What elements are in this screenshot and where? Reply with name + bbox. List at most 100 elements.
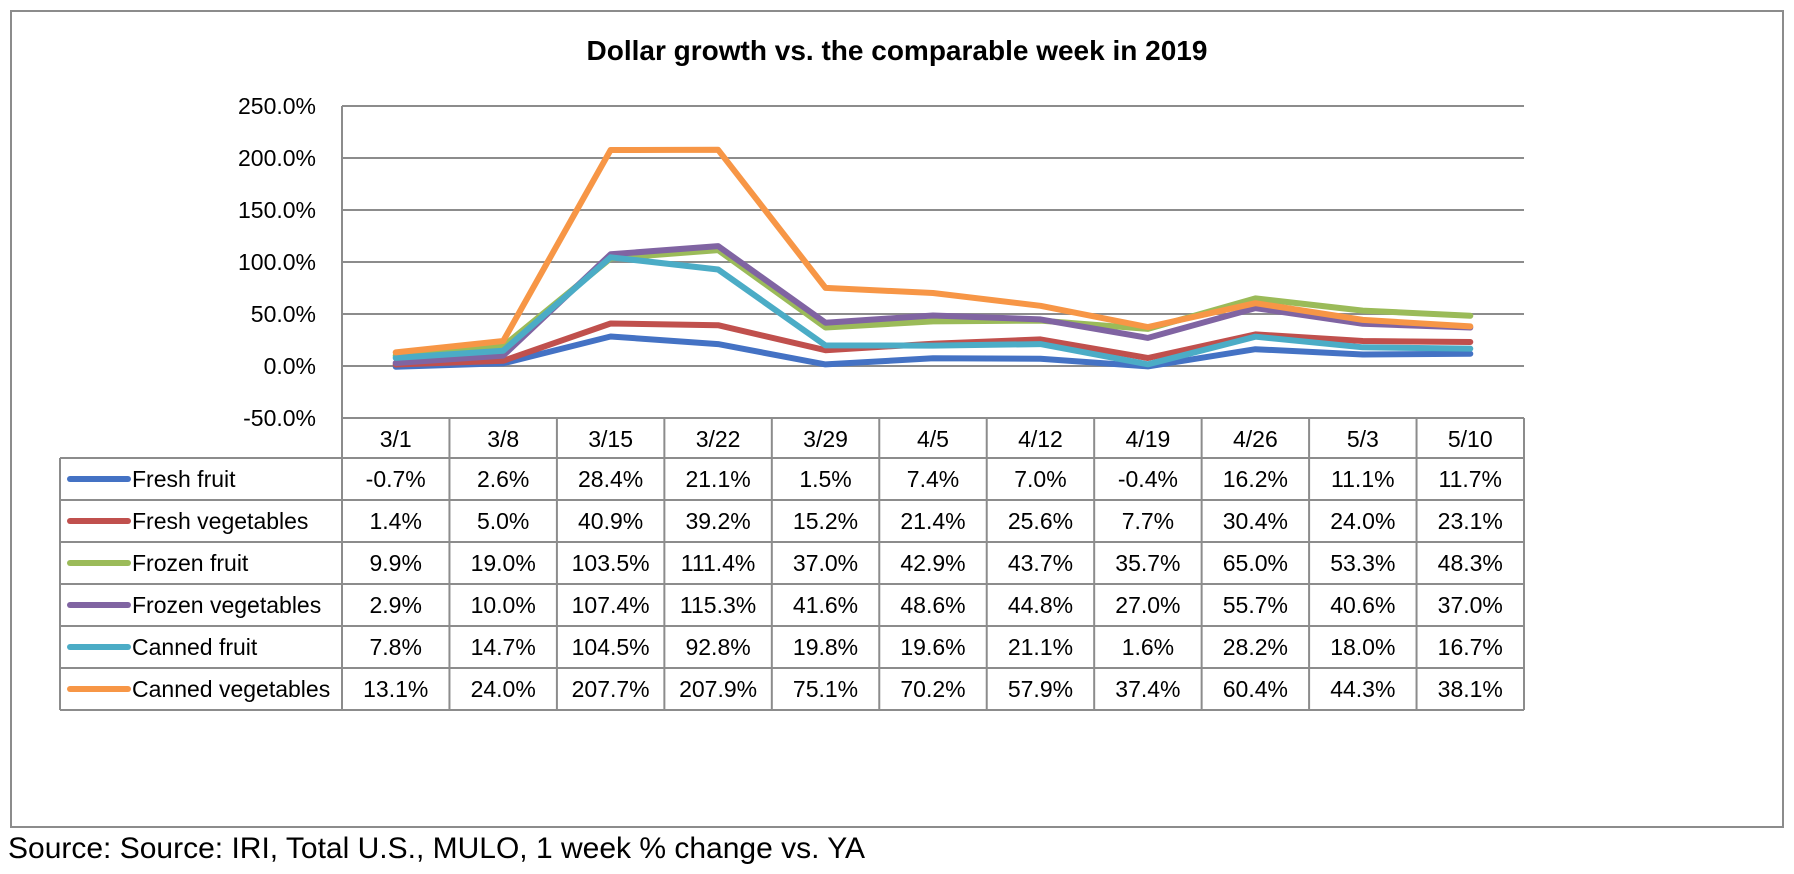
- legend-entry: Frozen fruit: [132, 550, 249, 576]
- data-table-cell: 111.4%: [681, 550, 756, 576]
- data-table-cell: 37.0%: [1438, 592, 1503, 618]
- data-table-cell: 24.0%: [1330, 508, 1395, 534]
- data-table-cell: 21.4%: [900, 508, 965, 534]
- data-table-cell: 107.4%: [572, 592, 650, 618]
- data-table-cell: 75.1%: [793, 676, 858, 702]
- data-table-cell: 19.0%: [471, 550, 536, 576]
- x-tick-label: 3/15: [588, 426, 633, 452]
- data-table-cell: 16.2%: [1223, 466, 1288, 492]
- data-table-cell: 24.0%: [471, 676, 536, 702]
- gridlines: [341, 105, 1524, 458]
- source-note: Source: Source: IRI, Total U.S., MULO, 1…: [8, 832, 866, 865]
- data-table-cell: 40.6%: [1330, 592, 1395, 618]
- y-tick-label: -50.0%: [243, 405, 316, 431]
- legend-entry: Fresh fruit: [132, 466, 236, 492]
- data-table-cell: 53.3%: [1330, 550, 1395, 576]
- data-table-cell: 60.4%: [1223, 676, 1288, 702]
- data-table-cell: 7.4%: [907, 466, 959, 492]
- data-table-cell: 25.6%: [1008, 508, 1073, 534]
- data-table-cell: 104.5%: [572, 634, 650, 660]
- x-tick-label: 3/1: [380, 426, 412, 452]
- data-table-cell: 28.2%: [1223, 634, 1288, 660]
- data-table-cell: 19.8%: [793, 634, 858, 660]
- x-tick-label: 5/10: [1448, 426, 1493, 452]
- data-table-cell: 13.1%: [363, 676, 428, 702]
- data-table-cell: 38.1%: [1438, 676, 1503, 702]
- data-table-cell: 2.9%: [370, 592, 422, 618]
- x-tick-label: 4/26: [1233, 426, 1278, 452]
- data-table-cell: 7.0%: [1014, 466, 1066, 492]
- data-table-cell: 43.7%: [1008, 550, 1073, 576]
- y-tick-label: 200.0%: [238, 145, 316, 171]
- y-tick-label: 0.0%: [264, 353, 316, 379]
- data-table-cell: 48.6%: [900, 592, 965, 618]
- chart-frame: 3/1 3/8 3/15 3/22 3/29 4/5 4/12 4/19 4/26 5/3 5/10…: [10, 10, 1784, 828]
- data-table-cell: 35.7%: [1115, 550, 1180, 576]
- data-table-cell: 42.9%: [900, 550, 965, 576]
- data-table-cell: 7.8%: [370, 634, 422, 660]
- data-table-cell: 19.6%: [900, 634, 965, 660]
- data-table-cell: 15.2%: [793, 508, 858, 534]
- data-table-cell: 9.9%: [370, 550, 422, 576]
- data-table-cell: 70.2%: [900, 676, 965, 702]
- data-table-cell: 115.3%: [680, 592, 756, 618]
- data-table-cell: -0.7%: [366, 466, 426, 492]
- data-table-cell: 103.5%: [572, 550, 650, 576]
- data-table-cell: 37.4%: [1115, 676, 1180, 702]
- data-table-cell: 23.1%: [1438, 508, 1503, 534]
- x-tick-label: 4/12: [1018, 426, 1063, 452]
- data-table-cell: 16.7%: [1438, 634, 1503, 660]
- data-table-cell: 5.0%: [477, 508, 529, 534]
- data-table-cell: 14.7%: [471, 634, 536, 660]
- series-lines: [392, 146, 1474, 370]
- series-line: [392, 333, 1474, 370]
- x-tick-label: 3/22: [696, 426, 741, 452]
- data-table-cell: 40.9%: [578, 508, 643, 534]
- data-table-cell: 21.1%: [685, 466, 750, 492]
- data-table-cell: 11.7%: [1439, 466, 1503, 492]
- data-table-cell: 48.3%: [1438, 550, 1503, 576]
- data-table-cell: 41.6%: [793, 592, 858, 618]
- x-tick-label: 4/5: [917, 426, 949, 452]
- y-tick-label: 50.0%: [251, 301, 316, 327]
- data-table-cell: 11.1%: [1331, 466, 1395, 492]
- y-tick-label: 150.0%: [238, 197, 316, 223]
- data-table-cell: 207.9%: [679, 676, 757, 702]
- data-table-cell: 1.6%: [1122, 634, 1174, 660]
- data-table-cell: 21.1%: [1008, 634, 1073, 660]
- x-tick-label: 3/29: [803, 426, 848, 452]
- data-table-cell: 10.0%: [471, 592, 536, 618]
- legend-entry: Frozen vegetables: [132, 592, 321, 618]
- data-table-cell: 7.7%: [1122, 508, 1174, 534]
- data-table-cell: 27.0%: [1115, 592, 1180, 618]
- y-tick-label: 250.0%: [238, 93, 316, 119]
- legend-entry: Canned vegetables: [132, 676, 330, 702]
- data-table-cell: 18.0%: [1330, 634, 1395, 660]
- series-line: [392, 146, 1474, 356]
- data-table-cell: 207.7%: [572, 676, 650, 702]
- legend-entry: Fresh vegetables: [132, 508, 308, 534]
- data-table-cell: -0.4%: [1118, 466, 1178, 492]
- data-table-cell: 44.8%: [1008, 592, 1073, 618]
- data-table-cell: 55.7%: [1223, 592, 1288, 618]
- data-table-cell: 1.5%: [799, 466, 851, 492]
- chart-title: Dollar growth vs. the comparable week in…: [587, 35, 1208, 66]
- data-table-cell: 37.0%: [793, 550, 858, 576]
- series-line: [392, 254, 1474, 368]
- data-table-cell: 1.4%: [370, 508, 422, 534]
- data-table-cell: 44.3%: [1330, 676, 1395, 702]
- data-table-cell: 92.8%: [685, 634, 750, 660]
- x-tick-label: 4/19: [1126, 426, 1171, 452]
- y-tick-label: 100.0%: [238, 249, 316, 275]
- data-table-cell: 30.4%: [1223, 508, 1288, 534]
- y-axis-ticks: 250.0% 200.0% 150.0% 100.0% 50.0% 0.0% -50.0%: [238, 93, 316, 431]
- data-table-cell: 57.9%: [1008, 676, 1073, 702]
- data-table-cell: 65.0%: [1223, 550, 1288, 576]
- x-tick-label: 5/3: [1347, 426, 1379, 452]
- x-tick-label: 3/8: [487, 426, 519, 452]
- legend-entry: Canned fruit: [132, 634, 258, 660]
- data-table: 3/1 3/8 3/15 3/22 3/29 4/5 4/12 4/19 4/26 5/3 5/10…: [59, 418, 1525, 711]
- data-table-cell: 28.4%: [578, 466, 643, 492]
- chart-svg: 3/1 3/8 3/15 3/22 3/29 4/5 4/12 4/19 4/26 5/3 5/10…: [59, 35, 1525, 711]
- data-table-cell: 39.2%: [685, 508, 750, 534]
